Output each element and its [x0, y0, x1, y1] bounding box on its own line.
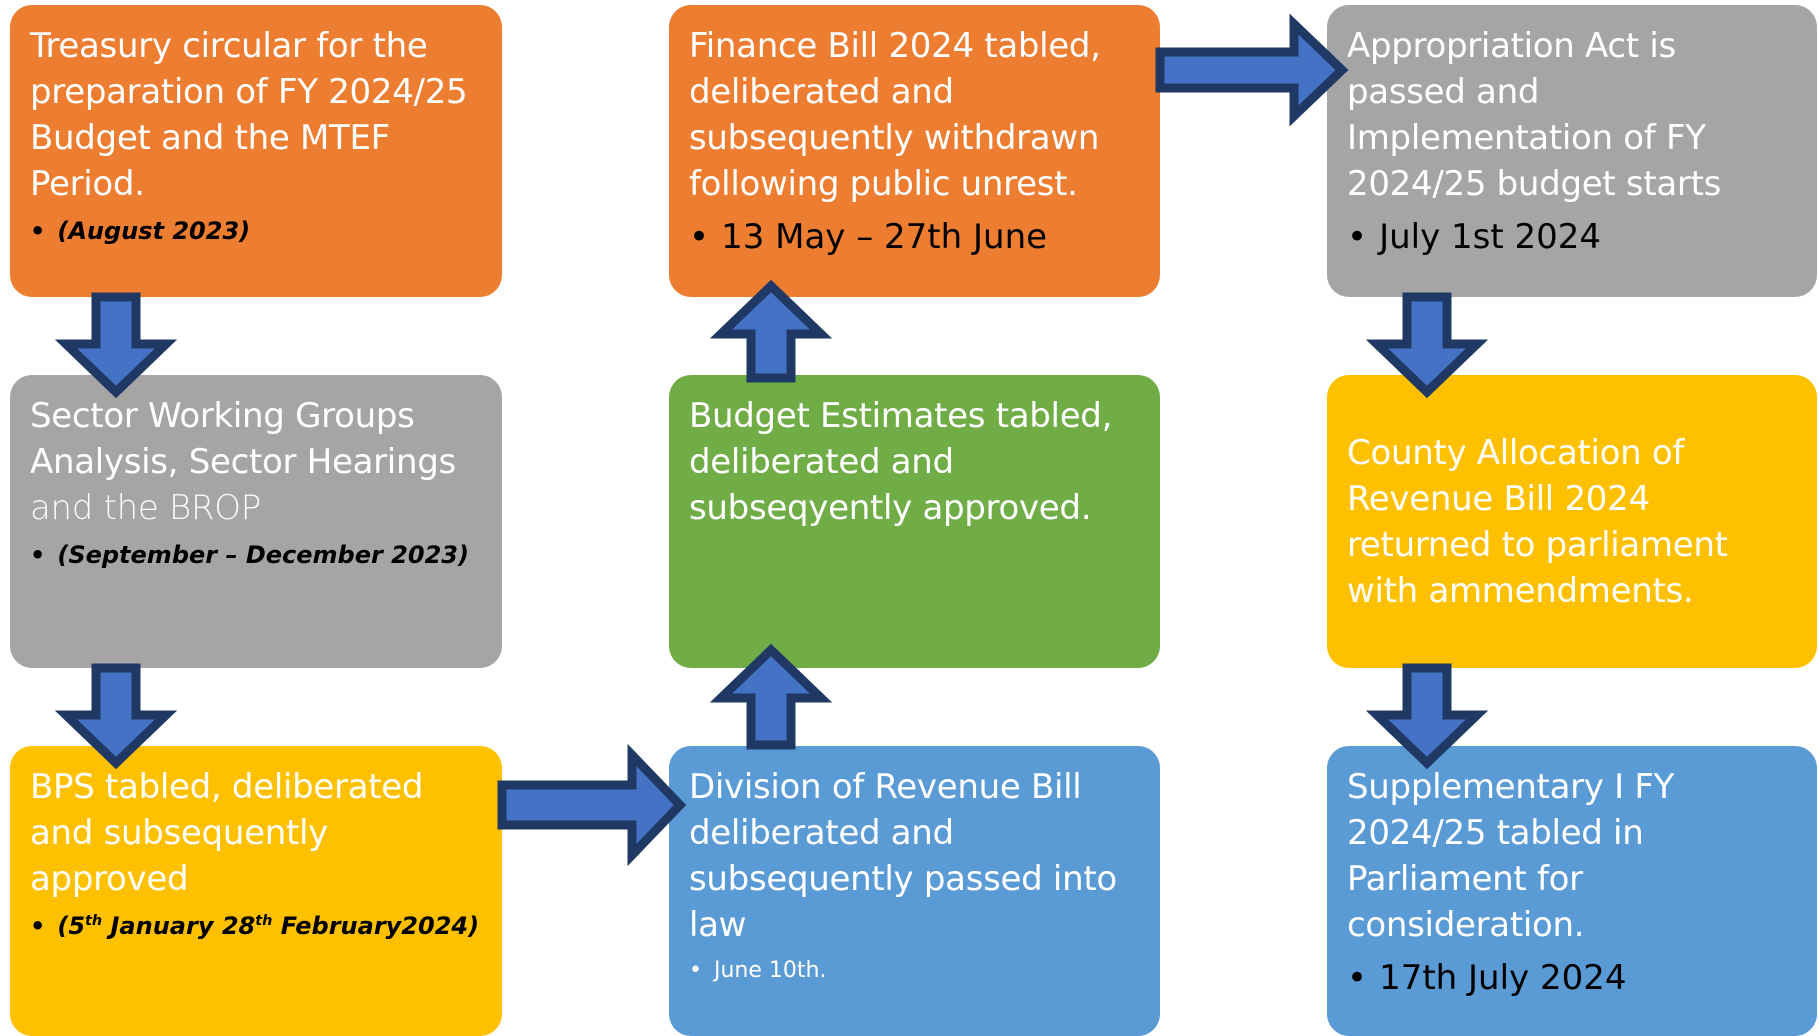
flow-arrow	[54, 663, 178, 770]
step-box: Division of Revenue Bill deliberated and…	[669, 746, 1160, 1036]
step-title: Finance Bill 2024 tabled, deliberated an…	[689, 26, 1101, 204]
step-date: (August 2023)	[30, 217, 482, 245]
step-title: Sector Working Groups Analysis, Sector H…	[30, 393, 482, 531]
flow-arrow	[1365, 663, 1489, 770]
date-part: (5	[57, 912, 86, 940]
step-title: Budget Estimates tabled, deliberated and…	[689, 396, 1113, 528]
step-box: Supplementary I FY 2024/25 tabled in Par…	[1327, 746, 1817, 1036]
step-title: Treasury circular for the preparation of…	[30, 26, 468, 204]
step-box: Sector Working Groups Analysis, Sector H…	[10, 375, 502, 668]
step-title: Appropriation Act is passed and Implemen…	[1347, 26, 1722, 204]
date-sup: th	[85, 913, 103, 929]
title-text: Sector Working Groups Analysis, Sector H…	[30, 396, 456, 482]
step-box: Finance Bill 2024 tabled, deliberated an…	[669, 5, 1160, 297]
flow-arrow	[709, 279, 833, 383]
step-date: (5th January 28th February2024)	[30, 912, 482, 940]
flow-arrow	[709, 643, 833, 750]
step-title: BPS tabled, deliberated and subsequently…	[30, 767, 424, 899]
step-date: July 1st 2024	[1347, 217, 1797, 257]
date-part: February2024)	[272, 912, 480, 940]
step-box: Appropriation Act is passed and Implemen…	[1327, 5, 1817, 297]
flow-arrow	[1155, 13, 1349, 127]
flow-arrow	[497, 743, 687, 867]
step-box: BPS tabled, deliberated and subsequently…	[10, 746, 502, 1036]
flow-arrow	[54, 292, 178, 399]
flow-arrow	[1365, 292, 1489, 399]
step-title: County Allocation of Revenue Bill 2024 r…	[1347, 432, 1728, 611]
date-sup: th	[255, 913, 273, 929]
step-box: Budget Estimates tabled, deliberated and…	[669, 375, 1160, 668]
step-box: Treasury circular for the preparation of…	[10, 5, 502, 297]
step-date: 13 May – 27th June	[689, 217, 1140, 257]
step-date: 17th July 2024	[1347, 958, 1797, 998]
date-part: January 28	[102, 912, 256, 940]
step-box: County Allocation of Revenue Bill 2024 r…	[1327, 375, 1817, 668]
step-date: (September – December 2023)	[30, 541, 482, 569]
title-text: and the BROP	[30, 488, 261, 528]
step-date: June 10th.	[689, 958, 1140, 983]
step-title: Supplementary I FY 2024/25 tabled in Par…	[1347, 767, 1675, 945]
step-title: Division of Revenue Bill deliberated and…	[689, 767, 1117, 945]
